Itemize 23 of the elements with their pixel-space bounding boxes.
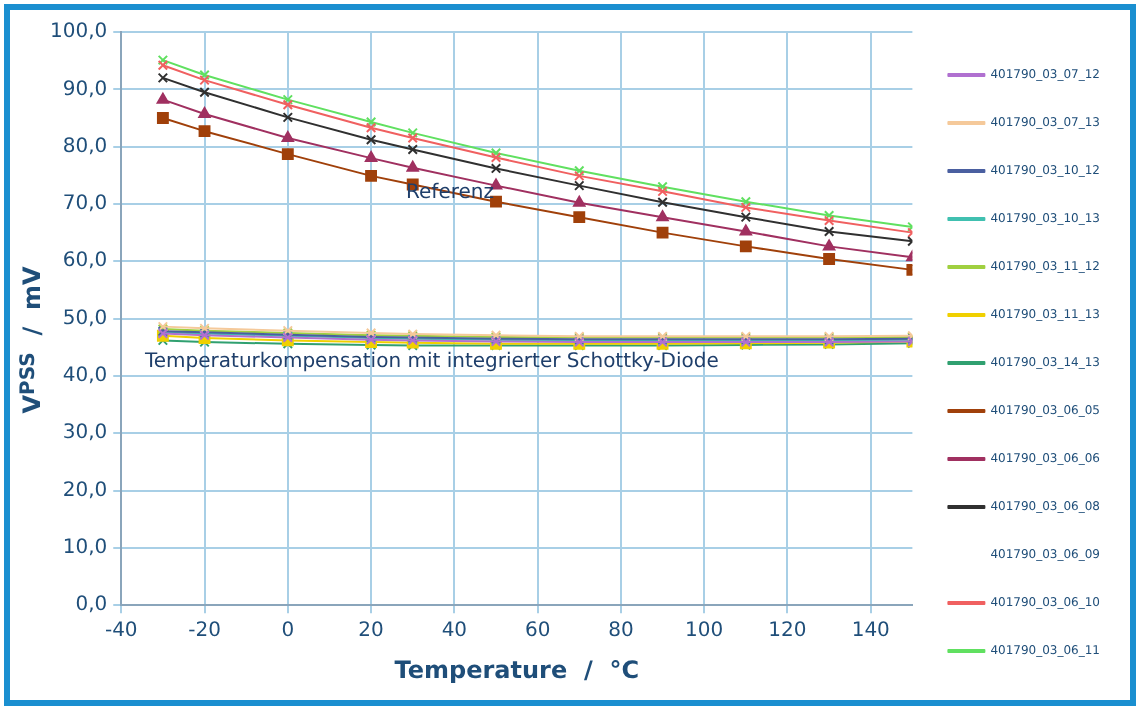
y-tick-label: 90,0 bbox=[62, 78, 108, 101]
y-tick-label: 20,0 bbox=[62, 479, 108, 502]
y-tick-label: 50,0 bbox=[62, 307, 108, 330]
x-tick-label: 120 bbox=[768, 620, 807, 643]
y-tick-label: 70,0 bbox=[62, 193, 108, 216]
y-tick-label: 10,0 bbox=[62, 537, 108, 560]
x-tick-label: -20 bbox=[188, 620, 221, 643]
y-tick-label: 100,0 bbox=[49, 21, 108, 44]
x-axis-title: Temperature / °C bbox=[394, 655, 640, 684]
y-tick-label: 0,0 bbox=[75, 594, 108, 617]
x-tick-label: -40 bbox=[104, 620, 138, 643]
x-tick-label: 0 bbox=[281, 620, 295, 643]
x-tick-label: 20 bbox=[358, 620, 384, 643]
x-tick-label: 40 bbox=[441, 620, 468, 643]
x-tick-label: 140 bbox=[851, 620, 890, 643]
x-tick-label: 60 bbox=[524, 620, 551, 643]
x-tick-label: 80 bbox=[608, 620, 634, 643]
y-tick-label: 40,0 bbox=[62, 365, 108, 388]
y-tick-label: 30,0 bbox=[62, 422, 108, 445]
y-tick-label: 80,0 bbox=[62, 135, 108, 158]
y-tick-label: 60,0 bbox=[62, 250, 108, 273]
annotation: Temperaturkompensation mit integrierter Schottky-Diode bbox=[142, 350, 719, 373]
x-tick-label: 100 bbox=[685, 620, 724, 643]
